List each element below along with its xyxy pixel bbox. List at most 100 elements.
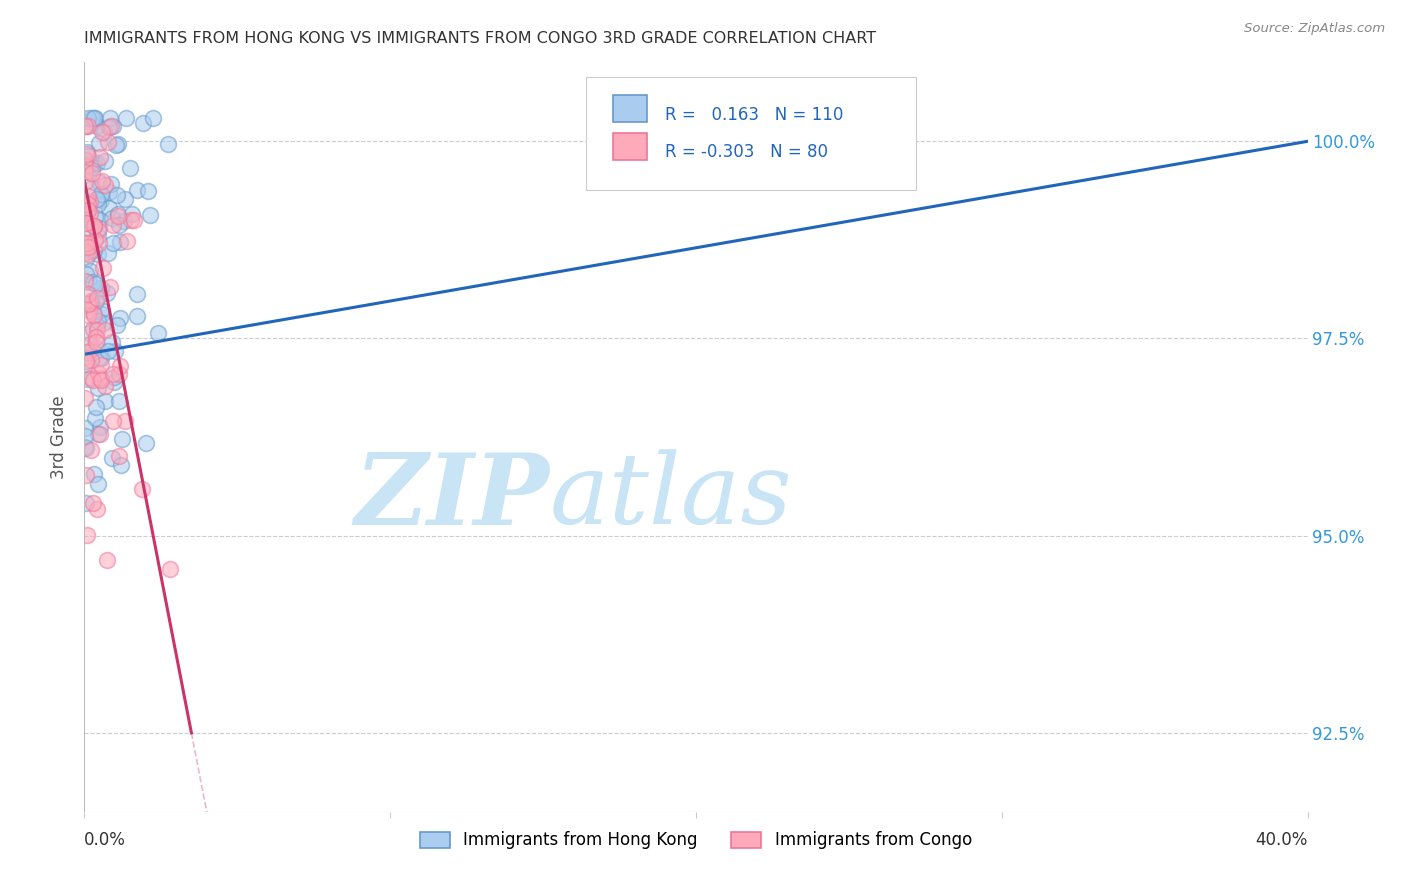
- Point: [75, 391, 97, 405]
- Point: [89, 427, 111, 442]
- Point: [100, 177, 122, 191]
- Point: [75, 467, 97, 482]
- Point: [87, 221, 110, 235]
- Y-axis label: 3rd Grade: 3rd Grade: [51, 395, 69, 479]
- Point: [127, 287, 149, 301]
- Point: [77, 197, 100, 211]
- Point: [93, 393, 115, 408]
- Point: [86, 156, 108, 170]
- Point: [82, 181, 104, 195]
- Point: [76, 147, 98, 161]
- Point: [107, 367, 129, 381]
- Point: [75, 421, 97, 435]
- Point: [127, 309, 149, 323]
- Point: [73, 429, 96, 443]
- Point: [142, 111, 165, 125]
- Point: [79, 337, 101, 351]
- Point: [73, 119, 96, 133]
- Point: [76, 111, 98, 125]
- Point: [83, 111, 105, 125]
- Point: [82, 496, 104, 510]
- Point: [107, 207, 129, 221]
- Point: [87, 367, 110, 381]
- Point: [73, 153, 96, 168]
- Point: [84, 335, 107, 350]
- Point: [89, 371, 111, 385]
- Point: [76, 268, 98, 282]
- Point: [94, 378, 117, 392]
- Point: [89, 151, 111, 165]
- Point: [122, 213, 145, 227]
- Point: [91, 261, 114, 276]
- Point: [87, 236, 110, 251]
- Point: [101, 367, 124, 381]
- Point: [75, 235, 97, 250]
- Point: [75, 165, 97, 179]
- Point: [86, 381, 108, 395]
- Point: [104, 138, 127, 153]
- Point: [77, 297, 100, 311]
- Point: [108, 235, 131, 249]
- Point: [96, 286, 118, 301]
- Text: Source: ZipAtlas.com: Source: ZipAtlas.com: [1244, 22, 1385, 36]
- Point: [87, 136, 110, 150]
- Point: [75, 442, 97, 456]
- Point: [76, 189, 98, 203]
- Point: [75, 175, 97, 189]
- Point: [73, 351, 96, 365]
- Point: [76, 145, 98, 160]
- Point: [82, 160, 104, 174]
- Point: [87, 314, 110, 328]
- Point: [75, 244, 97, 259]
- Point: [97, 135, 120, 149]
- Point: [146, 326, 169, 341]
- Point: [101, 211, 124, 226]
- Point: [84, 111, 107, 125]
- Point: [103, 376, 125, 390]
- Point: [76, 359, 98, 373]
- Point: [98, 201, 121, 215]
- Point: [79, 276, 101, 290]
- Point: [83, 243, 105, 257]
- Point: [89, 420, 111, 434]
- Point: [89, 175, 111, 189]
- Point: [80, 222, 103, 236]
- Point: [84, 293, 107, 308]
- Point: [87, 426, 110, 441]
- Point: [90, 186, 112, 201]
- Point: [82, 275, 104, 289]
- Point: [115, 234, 138, 248]
- Point: [79, 299, 101, 313]
- Point: [84, 233, 107, 247]
- Point: [101, 414, 124, 428]
- Point: [75, 496, 97, 510]
- Point: [87, 351, 110, 365]
- Point: [75, 252, 97, 266]
- Point: [139, 209, 162, 223]
- Point: [93, 153, 115, 168]
- Point: [79, 443, 101, 458]
- Point: [80, 371, 103, 385]
- Point: [80, 166, 103, 180]
- Point: [77, 240, 100, 254]
- Text: R =   0.163   N = 110: R = 0.163 N = 110: [665, 106, 844, 124]
- Point: [107, 137, 129, 152]
- Point: [79, 264, 101, 278]
- FancyBboxPatch shape: [613, 95, 647, 122]
- Point: [90, 303, 112, 318]
- Point: [87, 247, 110, 261]
- Point: [97, 344, 120, 359]
- Point: [136, 185, 159, 199]
- Point: [104, 344, 127, 359]
- Point: [83, 308, 105, 322]
- Point: [77, 119, 100, 133]
- Point: [87, 197, 110, 211]
- Point: [77, 302, 100, 317]
- Point: [101, 335, 124, 350]
- Point: [75, 216, 97, 230]
- FancyBboxPatch shape: [613, 133, 647, 160]
- Point: [108, 310, 131, 325]
- Point: [96, 552, 118, 566]
- Point: [83, 219, 105, 234]
- Point: [82, 373, 104, 387]
